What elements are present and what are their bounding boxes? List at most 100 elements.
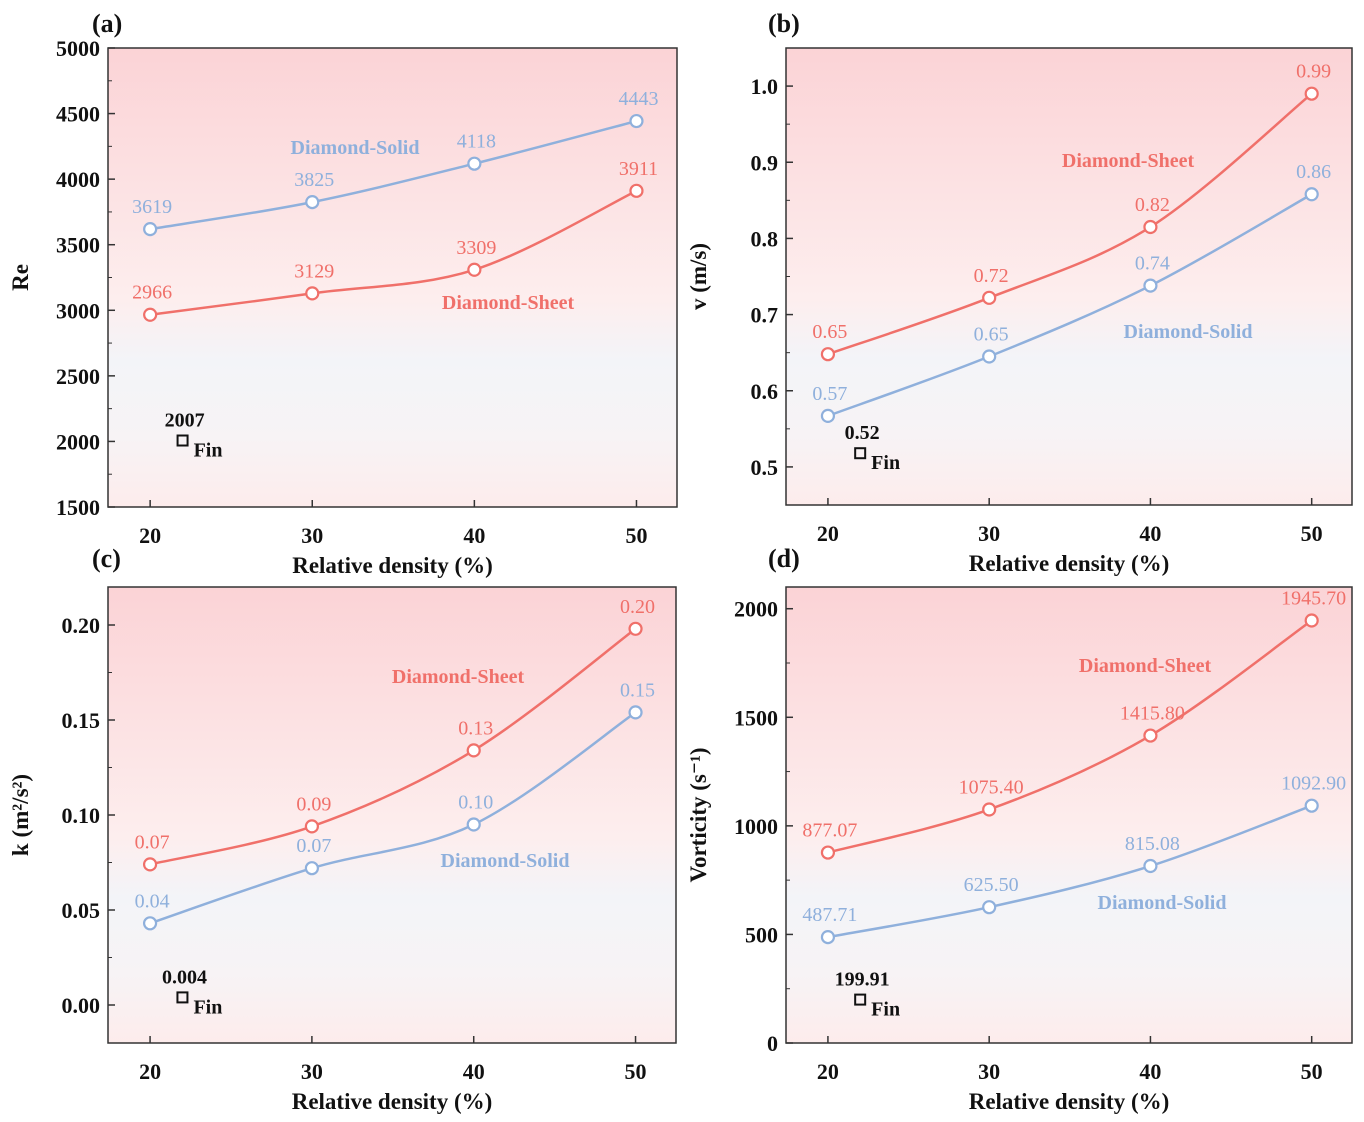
fin-name-label: Fin: [194, 440, 223, 462]
subplot-a: 1500 2000 2500 3000 3500 4000 4500 5000 20 30 40 50…: [8, 9, 678, 578]
data-label-sheet: 1945.70: [1281, 588, 1346, 610]
data-point-sheet: [1304, 86, 1319, 101]
fin-name-label: Fin: [193, 996, 222, 1018]
series-name-solid: Diamond-Solid: [1098, 892, 1227, 914]
data-label-sheet: 0.82: [1135, 194, 1170, 216]
x-tick-label: 40: [463, 523, 485, 548]
fin-value-label: 0.004: [162, 966, 207, 988]
data-point-sheet: [982, 802, 997, 817]
y-axis-label: v (m/s): [686, 243, 711, 310]
x-axis-label: Relative density (%): [969, 1089, 1170, 1114]
data-label-sheet: 877.07: [802, 820, 857, 842]
y-axis-label: k (m²/s²): [8, 774, 33, 856]
data-point-sheet: [143, 307, 158, 322]
series-line-solid: [149, 119, 637, 231]
data-label-sheet: 0.09: [296, 793, 331, 815]
data-label-solid: 4443: [618, 88, 658, 110]
fin-name-label: Fin: [871, 999, 900, 1021]
y-tick-label: 0.8: [751, 226, 779, 251]
y-tick-label: 2000: [56, 429, 100, 454]
x-tick-label: 50: [625, 1059, 647, 1084]
x-tick-label: 50: [625, 523, 647, 548]
y-tick-label: 0.10: [62, 803, 101, 828]
data-point-solid: [466, 817, 481, 832]
y-tick-label: 0.7: [751, 303, 779, 328]
y-tick-label: 5000: [56, 36, 100, 61]
data-point-sheet: [820, 845, 836, 860]
data-label-sheet: 1415.80: [1120, 703, 1185, 725]
x-tick-label: 30: [978, 521, 1000, 546]
data-point-solid: [142, 916, 158, 931]
series-name-sheet: Diamond-Sheet: [1079, 655, 1212, 677]
fin-value-label: 199.91: [835, 969, 890, 991]
y-tick-label: 0.05: [62, 898, 101, 923]
y-tick-label: 1500: [734, 705, 778, 730]
data-label-sheet: 2966: [132, 282, 172, 304]
x-tick-label: 40: [1139, 1059, 1161, 1084]
y-tick-label: 500: [745, 922, 778, 947]
y-tick-label: 4000: [56, 167, 100, 192]
y-tick-label: 0.6: [751, 379, 779, 404]
data-label-solid: 625.50: [964, 874, 1019, 896]
x-axis-label: Relative density (%): [292, 553, 493, 578]
y-axis-label: Re: [8, 264, 33, 291]
data-point-sheet: [305, 286, 320, 301]
x-axis-label: Relative density (%): [292, 1089, 493, 1114]
series-name-solid: Diamond-Solid: [1124, 321, 1253, 343]
series-line-sheet: [149, 627, 637, 866]
x-tick-label: 20: [139, 1059, 161, 1084]
data-point-solid: [820, 408, 836, 423]
data-label-sheet: 0.72: [974, 265, 1009, 287]
data-point-solid: [982, 900, 997, 915]
data-point-sheet: [142, 857, 158, 872]
panel-label: (d): [768, 544, 800, 573]
y-tick-label: 0.00: [62, 993, 101, 1018]
panel-label: (b): [768, 9, 800, 38]
fin-value-label: 2007: [165, 410, 205, 432]
data-point-solid: [304, 861, 319, 876]
panel-label: (a): [92, 9, 122, 38]
data-point-sheet: [304, 819, 319, 834]
series-name-solid: Diamond-Solid: [441, 850, 570, 872]
plot-background: [108, 587, 676, 1043]
x-tick-label: 20: [817, 521, 839, 546]
data-point-solid: [143, 222, 158, 237]
data-point-solid: [1304, 187, 1319, 202]
data-point-solid: [982, 349, 997, 364]
x-tick-label: 20: [139, 523, 161, 548]
plot-background: [786, 587, 1352, 1043]
y-tick-label: 1.0: [751, 74, 779, 99]
x-tick-label: 30: [978, 1059, 1000, 1084]
data-label-sheet: 3309: [456, 237, 496, 259]
data-point-sheet: [982, 290, 997, 305]
series-line-solid: [827, 804, 1313, 939]
data-point-solid: [629, 113, 644, 129]
data-label-solid: 0.74: [1135, 253, 1170, 275]
series-line-sheet: [827, 92, 1313, 356]
data-label-solid: 3619: [132, 196, 172, 218]
y-tick-label: 2000: [734, 597, 778, 622]
y-tick-label: 1000: [734, 814, 778, 839]
data-label-sheet: 0.20: [620, 596, 655, 618]
data-point-solid: [1143, 278, 1158, 293]
y-tick-label: 0.15: [62, 708, 101, 733]
y-tick-label: 3000: [56, 298, 100, 323]
data-point-sheet: [1143, 728, 1158, 743]
data-point-solid: [1304, 798, 1319, 813]
y-tick-label: 3500: [56, 233, 100, 258]
data-label-sheet: 3129: [294, 260, 334, 282]
series-name-sheet: Diamond-Sheet: [1062, 150, 1195, 172]
data-point-solid: [305, 194, 320, 210]
data-point-sheet: [820, 347, 836, 362]
x-tick-label: 30: [301, 1059, 323, 1084]
data-label-sheet: 0.99: [1296, 61, 1331, 83]
y-tick-label: 1500: [56, 495, 100, 520]
fin-marker: [854, 993, 867, 1006]
y-axis-label: Vorticity (s⁻¹): [686, 747, 711, 882]
data-label-solid: 4118: [457, 131, 496, 153]
plot-frame: [107, 586, 677, 1044]
data-point-sheet: [628, 621, 643, 636]
subplot-c: 0.00 0.05 0.10 0.15 0.20 20 30 40 50 Relative den…: [8, 544, 677, 1114]
x-tick-label: 50: [1301, 1059, 1323, 1084]
